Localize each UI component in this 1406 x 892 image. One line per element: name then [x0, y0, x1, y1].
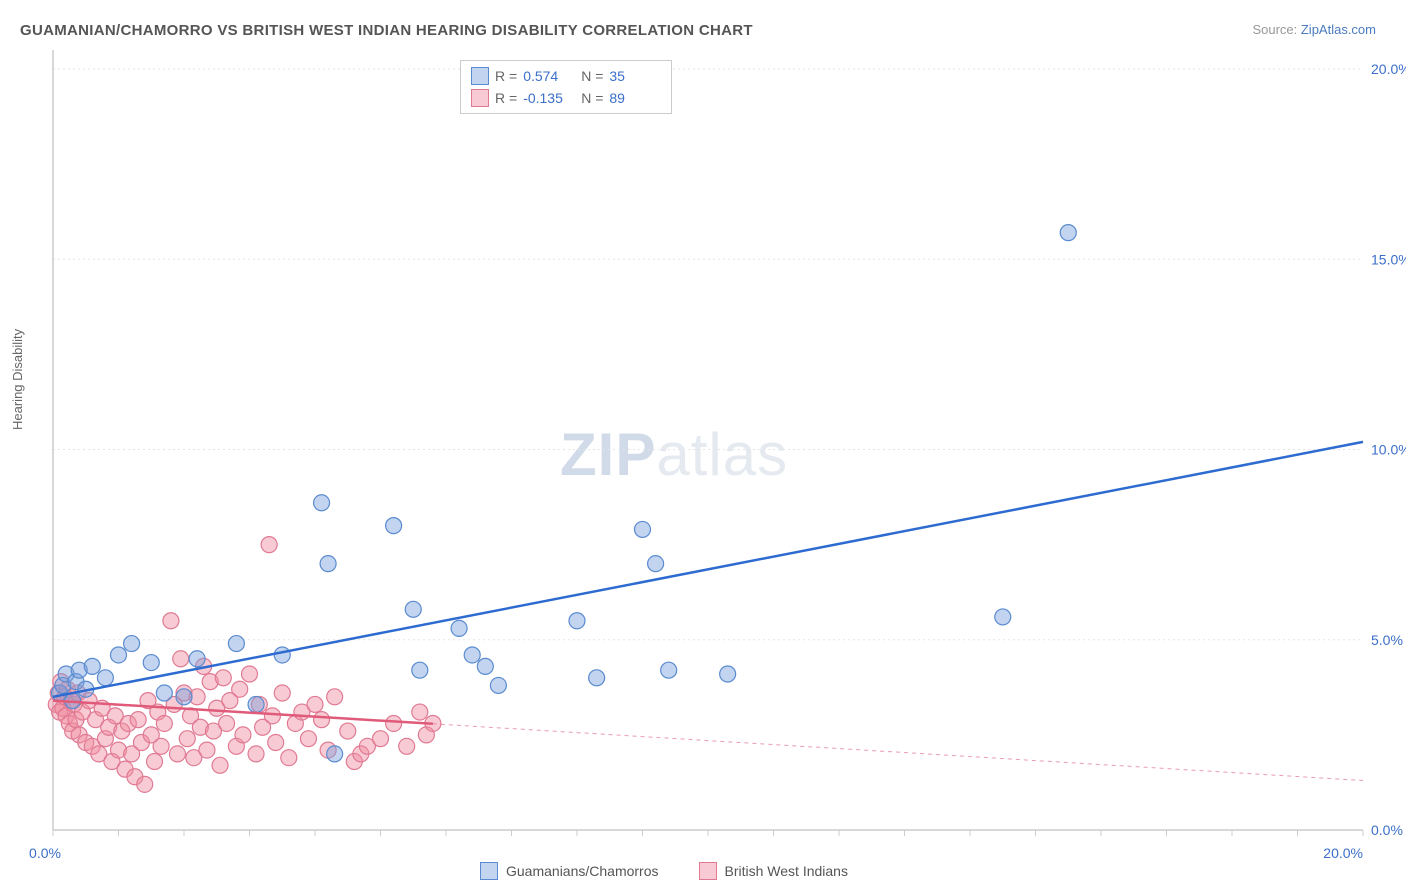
legend-item: British West Indians	[699, 862, 848, 880]
legend-swatch-icon	[471, 67, 489, 85]
r-label: R =	[495, 65, 517, 87]
legend-swatch-icon	[699, 862, 717, 880]
legend-swatch-icon	[480, 862, 498, 880]
scatter-chart: 0.0% 5.0% 10.0% 15.0% 20.0% 0.0% 20.0%	[0, 0, 1406, 892]
n-value: 89	[609, 87, 661, 109]
svg-text:20.0%: 20.0%	[1371, 61, 1406, 77]
svg-text:15.0%: 15.0%	[1371, 251, 1406, 267]
svg-text:10.0%: 10.0%	[1371, 442, 1406, 458]
legend-label: British West Indians	[725, 863, 848, 879]
svg-text:20.0%: 20.0%	[1323, 845, 1363, 861]
r-label: R =	[495, 87, 517, 109]
legend-row: R = 0.574 N = 35	[471, 65, 661, 87]
n-label: N =	[581, 87, 603, 109]
correlation-legend: R = 0.574 N = 35 R = -0.135 N = 89	[460, 60, 672, 114]
legend-label: Guamanians/Chamorros	[506, 863, 659, 879]
series-legend: Guamanians/Chamorros British West Indian…	[480, 862, 848, 880]
legend-row: R = -0.135 N = 89	[471, 87, 661, 109]
legend-swatch-icon	[471, 89, 489, 107]
svg-text:0.0%: 0.0%	[29, 845, 61, 861]
svg-text:0.0%: 0.0%	[1371, 822, 1403, 838]
legend-item: Guamanians/Chamorros	[480, 862, 659, 880]
r-value: 0.574	[523, 65, 575, 87]
r-value: -0.135	[523, 87, 575, 109]
svg-text:5.0%: 5.0%	[1371, 632, 1403, 648]
n-value: 35	[609, 65, 661, 87]
n-label: N =	[581, 65, 603, 87]
